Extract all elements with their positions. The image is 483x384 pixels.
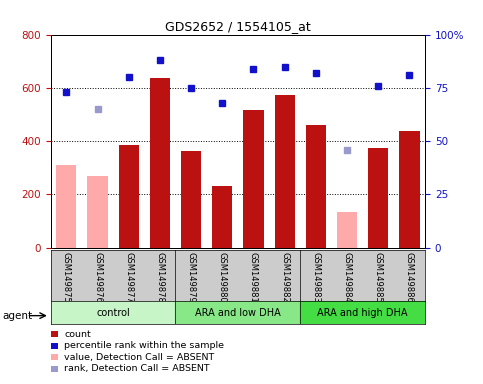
Text: GSM149883: GSM149883 <box>312 252 320 303</box>
Bar <box>243 111 264 248</box>
Text: GSM149882: GSM149882 <box>280 252 289 303</box>
Text: GSM149881: GSM149881 <box>249 252 258 303</box>
Text: GSM149885: GSM149885 <box>374 252 383 303</box>
Text: rank, Detection Call = ABSENT: rank, Detection Call = ABSENT <box>64 364 210 373</box>
Text: GSM149877: GSM149877 <box>124 252 133 303</box>
Text: GSM149884: GSM149884 <box>342 252 352 303</box>
Bar <box>51 301 175 324</box>
Text: agent: agent <box>2 311 32 321</box>
Text: GSM149878: GSM149878 <box>156 252 164 303</box>
Text: control: control <box>96 308 130 318</box>
Bar <box>300 301 425 324</box>
Bar <box>274 95 295 248</box>
Bar <box>118 145 139 248</box>
Bar <box>150 78 170 248</box>
Bar <box>56 165 76 248</box>
Bar <box>87 176 108 248</box>
Text: GSM149879: GSM149879 <box>186 252 196 303</box>
Title: GDS2652 / 1554105_at: GDS2652 / 1554105_at <box>165 20 311 33</box>
Text: GSM149886: GSM149886 <box>405 252 414 303</box>
Bar <box>368 148 388 248</box>
Bar <box>212 186 232 248</box>
Text: value, Detection Call = ABSENT: value, Detection Call = ABSENT <box>64 353 214 362</box>
Text: percentile rank within the sample: percentile rank within the sample <box>64 341 224 350</box>
Bar <box>306 124 326 248</box>
Bar <box>399 131 420 248</box>
Text: GSM149875: GSM149875 <box>62 252 71 303</box>
Bar <box>181 151 201 248</box>
Bar <box>337 212 357 248</box>
Text: ARA and high DHA: ARA and high DHA <box>317 308 408 318</box>
Bar <box>175 301 300 324</box>
Text: GSM149876: GSM149876 <box>93 252 102 303</box>
Text: ARA and low DHA: ARA and low DHA <box>195 308 281 318</box>
Text: count: count <box>64 329 91 339</box>
Text: GSM149880: GSM149880 <box>218 252 227 303</box>
